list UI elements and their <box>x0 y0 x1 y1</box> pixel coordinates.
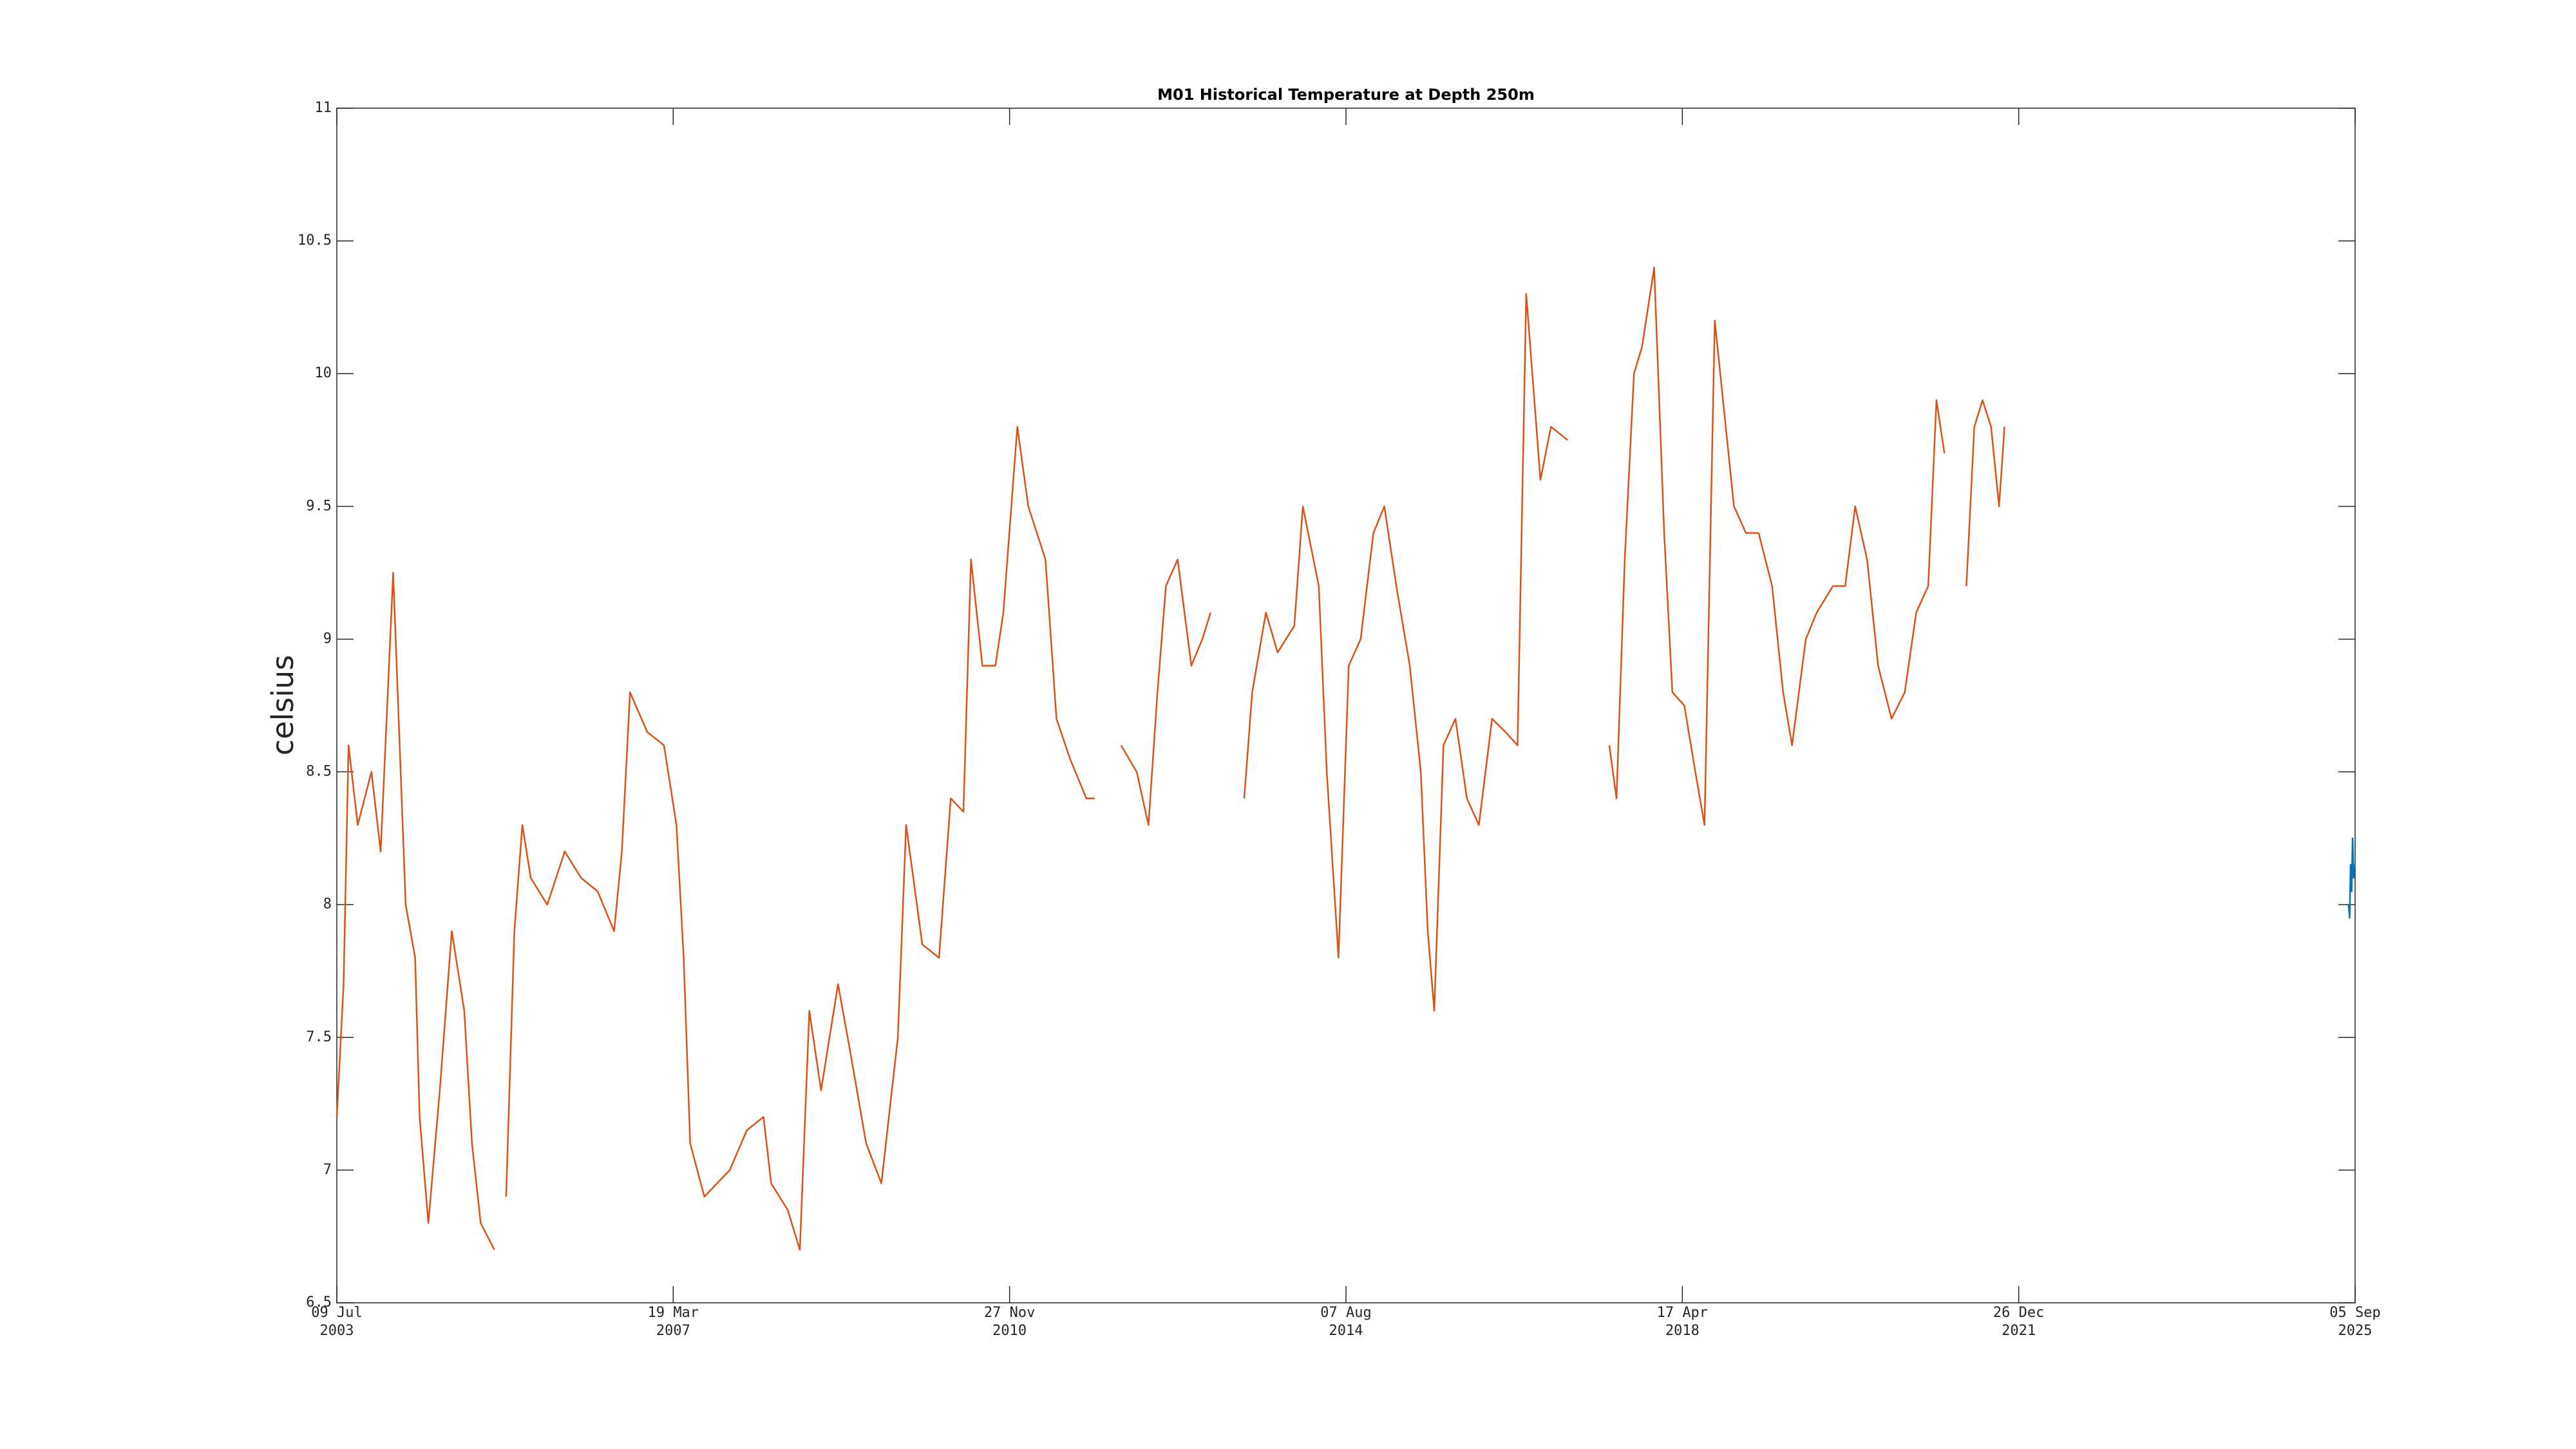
y-tick-label: 7.5 <box>306 1029 332 1045</box>
x-tick-label: 26 Dec <box>1993 1305 2044 1321</box>
x-tick-label: 27 Nov <box>984 1305 1035 1321</box>
y-axis-label: celsius <box>265 655 300 755</box>
x-tick-label: 2010 <box>992 1323 1027 1339</box>
x-tick-label: 19 Mar <box>648 1305 699 1321</box>
x-tick-label: 07 Aug <box>1320 1305 1371 1321</box>
y-tick-label: 9.5 <box>306 498 332 514</box>
y-tick-label: 6.5 <box>306 1294 332 1311</box>
x-tick-label: 05 Sep <box>2329 1305 2380 1321</box>
x-tick-label: 2021 <box>2002 1323 2036 1339</box>
x-tick-label: 2007 <box>656 1323 690 1339</box>
y-tick-label: 7 <box>323 1162 332 1178</box>
y-tick-label: 10.5 <box>298 232 332 249</box>
data-line <box>336 267 2005 1251</box>
y-tick-label: 10 <box>315 365 332 381</box>
x-tick-label: 09 Jul <box>311 1305 362 1321</box>
plot-area <box>336 108 2356 1303</box>
x-tick-label: 2014 <box>1329 1323 1363 1339</box>
x-tick-label: 2018 <box>1665 1323 1700 1339</box>
y-tick-label: 8 <box>323 896 332 913</box>
data-line <box>2347 837 2356 919</box>
x-tick-label: 2003 <box>320 1323 354 1339</box>
y-tick-label: 9 <box>323 630 332 647</box>
y-tick-label: 8.5 <box>306 764 332 780</box>
x-tick-label: 17 Apr <box>1657 1305 1708 1321</box>
chart-title: M01 Historical Temperature at Depth 250m <box>1157 86 1535 104</box>
x-tick-label: 2025 <box>2338 1323 2372 1339</box>
y-tick-label: 11 <box>315 100 332 116</box>
